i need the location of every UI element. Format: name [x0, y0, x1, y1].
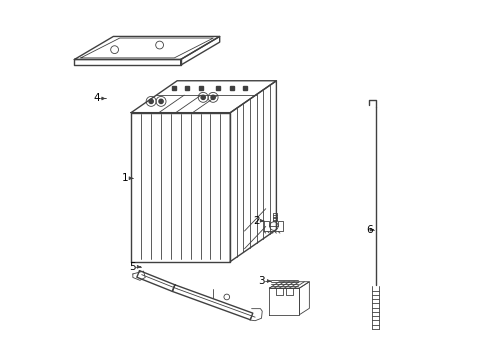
Text: 4: 4	[93, 94, 100, 103]
Circle shape	[201, 95, 205, 99]
Circle shape	[159, 99, 163, 104]
Text: 6: 6	[365, 225, 372, 235]
Text: 3: 3	[258, 276, 264, 286]
Text: 1: 1	[122, 173, 128, 183]
Circle shape	[210, 95, 215, 99]
Text: 5: 5	[129, 262, 135, 272]
Text: 2: 2	[253, 216, 259, 226]
Circle shape	[149, 99, 153, 104]
